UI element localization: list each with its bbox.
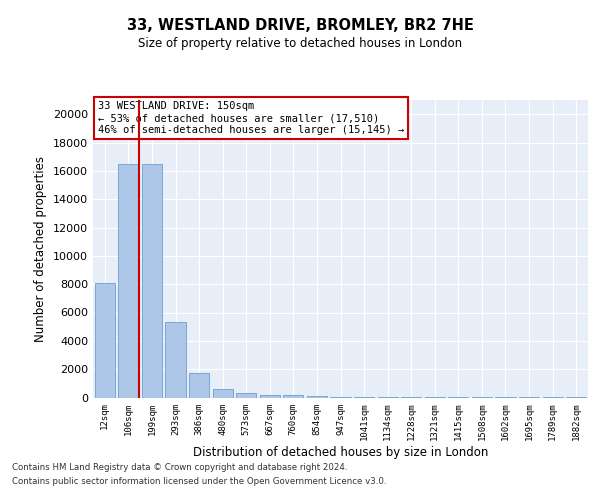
Bar: [118, 164, 139, 398]
Text: 33, WESTLAND DRIVE, BROMLEY, BR2 7HE: 33, WESTLAND DRIVE, BROMLEY, BR2 7HE: [127, 18, 473, 32]
Bar: [166, 322, 185, 398]
Bar: [354, 397, 374, 398]
Y-axis label: Number of detached properties: Number of detached properties: [34, 156, 47, 342]
Bar: [260, 394, 280, 398]
Bar: [95, 284, 115, 398]
Bar: [189, 372, 209, 398]
Text: 33 WESTLAND DRIVE: 150sqm
← 53% of detached houses are smaller (17,510)
46% of s: 33 WESTLAND DRIVE: 150sqm ← 53% of detac…: [98, 102, 404, 134]
X-axis label: Distribution of detached houses by size in London: Distribution of detached houses by size …: [193, 446, 488, 458]
Bar: [142, 164, 162, 398]
Bar: [236, 392, 256, 398]
Bar: [212, 389, 233, 398]
Text: Contains public sector information licensed under the Open Government Licence v3: Contains public sector information licen…: [12, 478, 386, 486]
Bar: [331, 396, 350, 398]
Bar: [283, 396, 304, 398]
Text: Contains HM Land Registry data © Crown copyright and database right 2024.: Contains HM Land Registry data © Crown c…: [12, 462, 347, 471]
Bar: [307, 396, 327, 398]
Text: Size of property relative to detached houses in London: Size of property relative to detached ho…: [138, 38, 462, 51]
